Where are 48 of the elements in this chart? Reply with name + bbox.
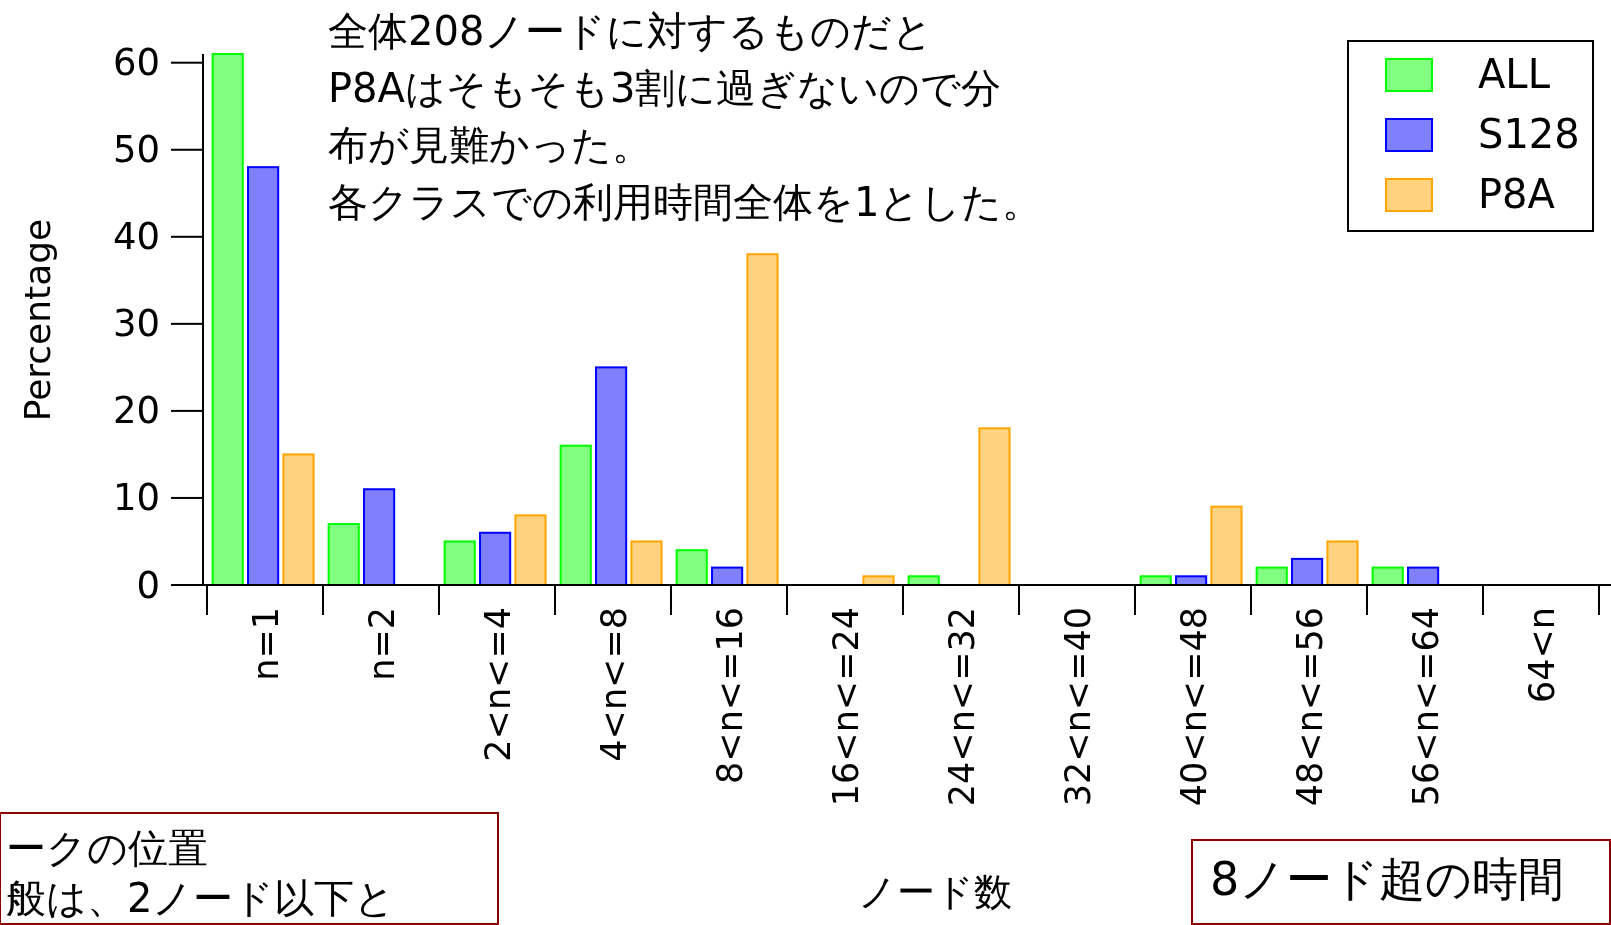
bar [746, 253, 779, 586]
text: ークの位置 [6, 825, 208, 871]
bar [1210, 505, 1243, 586]
bar [479, 531, 512, 586]
x-tick-label: n=1 [246, 607, 286, 681]
x-tick-label: 56<n<=64 [1406, 607, 1446, 807]
x-tick-label: 40<n<=48 [1174, 607, 1214, 807]
bar [595, 366, 628, 586]
y-tick-label: 20 [112, 389, 160, 433]
legend-label: P8A [1478, 171, 1556, 217]
bar [211, 53, 244, 586]
y-tick-label: 30 [112, 302, 160, 346]
x-tick-label: 8<n<=16 [710, 607, 750, 784]
x-tick-label: 64<n [1522, 607, 1562, 704]
annotation: 布が見難かった。 [328, 122, 652, 168]
x-tick-label: 4<n<=8 [594, 607, 634, 762]
x-tick-label: 32<n<=40 [1058, 607, 1098, 807]
annotation: 各クラスでの利用時間全体を1とした。 [328, 179, 1043, 225]
x-tick-label: 16<n<=24 [826, 607, 866, 807]
bar [559, 444, 592, 586]
y-tick-label: 40 [112, 215, 160, 259]
bar [1291, 557, 1324, 586]
legend-label: S128 [1478, 111, 1580, 157]
bar [443, 540, 476, 586]
bar [675, 549, 708, 586]
x-axis-title: ノード数 [858, 870, 1012, 914]
bar [978, 427, 1011, 586]
bar [282, 453, 315, 586]
bar [363, 488, 396, 586]
bar [1326, 540, 1359, 586]
annotation: 全体208ノードに対するものだと [328, 8, 934, 54]
bar [247, 166, 280, 586]
y-tick-label: 60 [112, 41, 160, 85]
text: 8ノード超の時間 [1210, 852, 1565, 906]
y-tick-label: 10 [112, 476, 160, 520]
y-tick-label: 0 [136, 563, 160, 607]
legend-label: ALL [1478, 51, 1551, 97]
y-tick-label: 50 [112, 128, 160, 172]
annotation: P8Aはそもそも3割に過ぎないので分 [328, 65, 1002, 111]
x-tick-label: 48<n<=56 [1290, 607, 1330, 807]
x-tick-label: 24<n<=32 [942, 607, 982, 807]
bar [327, 523, 360, 586]
x-tick-label: n=2 [362, 607, 402, 681]
text: 般は、2ノード以下と [6, 875, 396, 921]
bar [514, 514, 547, 586]
x-tick-label: 2<n<=4 [478, 607, 518, 762]
y-axis-title: Percentage [17, 218, 58, 422]
bar [630, 540, 663, 586]
